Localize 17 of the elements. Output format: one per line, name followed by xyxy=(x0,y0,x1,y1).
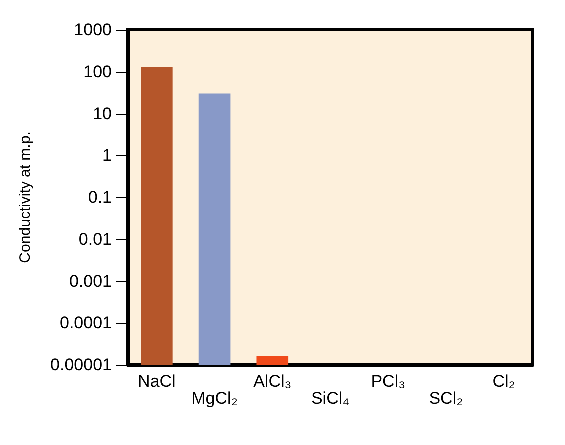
x-tick-label: PCl₃ xyxy=(371,372,406,391)
y-tick-label: 0.01 xyxy=(78,230,112,249)
x-tick-label: MgCl₂ xyxy=(192,389,238,408)
x-tick-label: SiCl₄ xyxy=(311,389,350,408)
y-tick-label: 1000 xyxy=(74,20,112,40)
y-tick-label: 10 xyxy=(93,104,112,124)
y-tick-label: 0.00001 xyxy=(50,356,112,374)
y-tick-label: 0.001 xyxy=(69,272,112,291)
x-tick-label: Cl₂ xyxy=(492,372,516,391)
y-tick-label: 100 xyxy=(84,62,112,82)
x-tick-label: NaCl xyxy=(138,372,176,391)
x-tick-label: AlCl₃ xyxy=(254,372,292,391)
y-tick-label: 1 xyxy=(102,146,112,166)
x-tick-label: SCl₂ xyxy=(429,389,464,408)
y-axis-title: Conductivity at m.p. xyxy=(17,132,34,264)
y-tick-label: 0.1 xyxy=(88,188,112,207)
y-tick-label: 0.0001 xyxy=(60,314,112,333)
